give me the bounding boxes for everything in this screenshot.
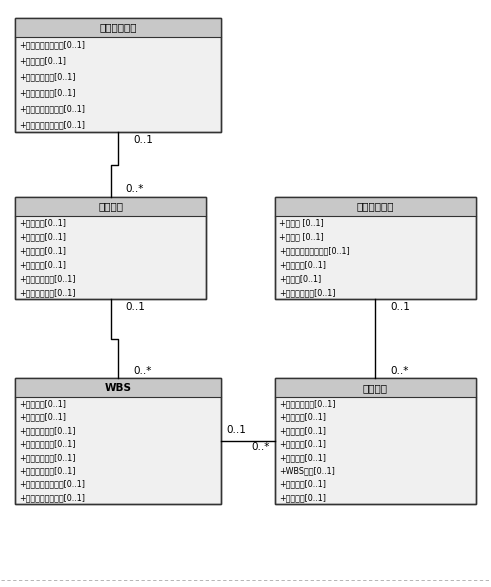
Text: +产品组[0..1]: +产品组[0..1] xyxy=(279,274,321,283)
Bar xyxy=(15,18,221,133)
Text: +物料号 [0..1]: +物料号 [0..1] xyxy=(279,232,324,241)
Text: +实际开工时间[0..1]: +实际开工时间[0..1] xyxy=(19,466,76,475)
Text: +需求部门[0..1]: +需求部门[0..1] xyxy=(279,480,326,489)
Text: +采购编码[0..1]: +采购编码[0..1] xyxy=(19,413,66,421)
Text: 0..1: 0..1 xyxy=(126,302,145,312)
Text: +实际采购数量[0..1]: +实际采购数量[0..1] xyxy=(19,453,76,462)
Text: 0..*: 0..* xyxy=(133,366,151,376)
Text: +申请数量[0..1]: +申请数量[0..1] xyxy=(279,440,326,448)
Bar xyxy=(15,197,206,299)
Bar xyxy=(15,379,221,504)
Text: +实际采购时间[0..1]: +实际采购时间[0..1] xyxy=(19,440,76,448)
Text: +综合计划金额[0..1]: +综合计划金额[0..1] xyxy=(19,88,76,97)
Text: +物料组 [0..1]: +物料组 [0..1] xyxy=(279,218,324,227)
Bar xyxy=(275,379,476,504)
Text: +综合计划审核时间[0..1]: +综合计划审核时间[0..1] xyxy=(19,120,85,129)
Text: 0..1: 0..1 xyxy=(133,135,153,145)
Text: +计量单位[0..1]: +计量单位[0..1] xyxy=(279,493,326,502)
Text: 物料基本信息: 物料基本信息 xyxy=(356,201,394,211)
Bar xyxy=(275,197,476,299)
Text: +实际完工时间[0..1]: +实际完工时间[0..1] xyxy=(19,426,76,435)
Text: +实际采购时间[0..1]: +实际采购时间[0..1] xyxy=(19,288,76,297)
Text: +采购申请编号[0..1]: +采购申请编号[0..1] xyxy=(279,399,335,409)
Bar xyxy=(275,379,476,504)
Bar xyxy=(15,197,206,299)
Text: +项目编码[0..1]: +项目编码[0..1] xyxy=(19,218,66,227)
Text: 0..*: 0..* xyxy=(390,366,409,376)
Text: +项目性质[0..1]: +项目性质[0..1] xyxy=(19,246,66,255)
Text: +WBS指码[0..1]: +WBS指码[0..1] xyxy=(279,466,335,475)
Text: +物料类型[0..1]: +物料类型[0..1] xyxy=(279,260,326,269)
Bar xyxy=(275,379,476,397)
Text: +编制编码[0..1]: +编制编码[0..1] xyxy=(19,399,66,409)
Text: +成本建设分摊单位[0..1]: +成本建设分摊单位[0..1] xyxy=(19,480,85,489)
Text: +物料描述（短文本）[0..1]: +物料描述（短文本）[0..1] xyxy=(279,246,350,255)
Text: +摄录年份[0..1]: +摄录年份[0..1] xyxy=(19,56,66,65)
Bar xyxy=(15,18,221,133)
Bar xyxy=(15,379,221,397)
Text: 0..1: 0..1 xyxy=(390,302,410,312)
Text: +实际金额累计[0..1]: +实际金额累计[0..1] xyxy=(19,274,76,283)
Text: +行项目号[0..1]: +行项目号[0..1] xyxy=(279,413,326,421)
Text: 采购申请: 采购申请 xyxy=(363,383,388,393)
Bar xyxy=(15,379,221,504)
Text: +物料实际费用金额[0..1]: +物料实际费用金额[0..1] xyxy=(19,493,85,502)
Text: +综合计划下达时间[0..1]: +综合计划下达时间[0..1] xyxy=(19,104,85,113)
Text: +综合计划数量[0..1]: +综合计划数量[0..1] xyxy=(19,72,76,81)
Text: WBS: WBS xyxy=(105,383,132,393)
Bar xyxy=(15,197,206,215)
Text: 0..1: 0..1 xyxy=(226,424,246,434)
Bar xyxy=(15,18,221,37)
Text: +项目状态[0..1]: +项目状态[0..1] xyxy=(19,260,66,269)
Text: 0..*: 0..* xyxy=(126,184,144,194)
Text: +综合计划来源编码[0..1]: +综合计划来源编码[0..1] xyxy=(19,41,85,49)
Bar xyxy=(275,197,476,215)
Text: +基本计量单位[0..1]: +基本计量单位[0..1] xyxy=(279,288,335,297)
Text: +物料编码[0..1]: +物料编码[0..1] xyxy=(279,426,326,435)
Text: 项目定义: 项目定义 xyxy=(98,201,123,211)
Bar xyxy=(275,197,476,299)
Text: +预估金额[0..1]: +预估金额[0..1] xyxy=(279,453,326,462)
Text: 0..*: 0..* xyxy=(251,442,270,452)
Text: 年度综合计划: 年度综合计划 xyxy=(100,23,137,33)
Text: +项目名称[0..1]: +项目名称[0..1] xyxy=(19,232,66,241)
